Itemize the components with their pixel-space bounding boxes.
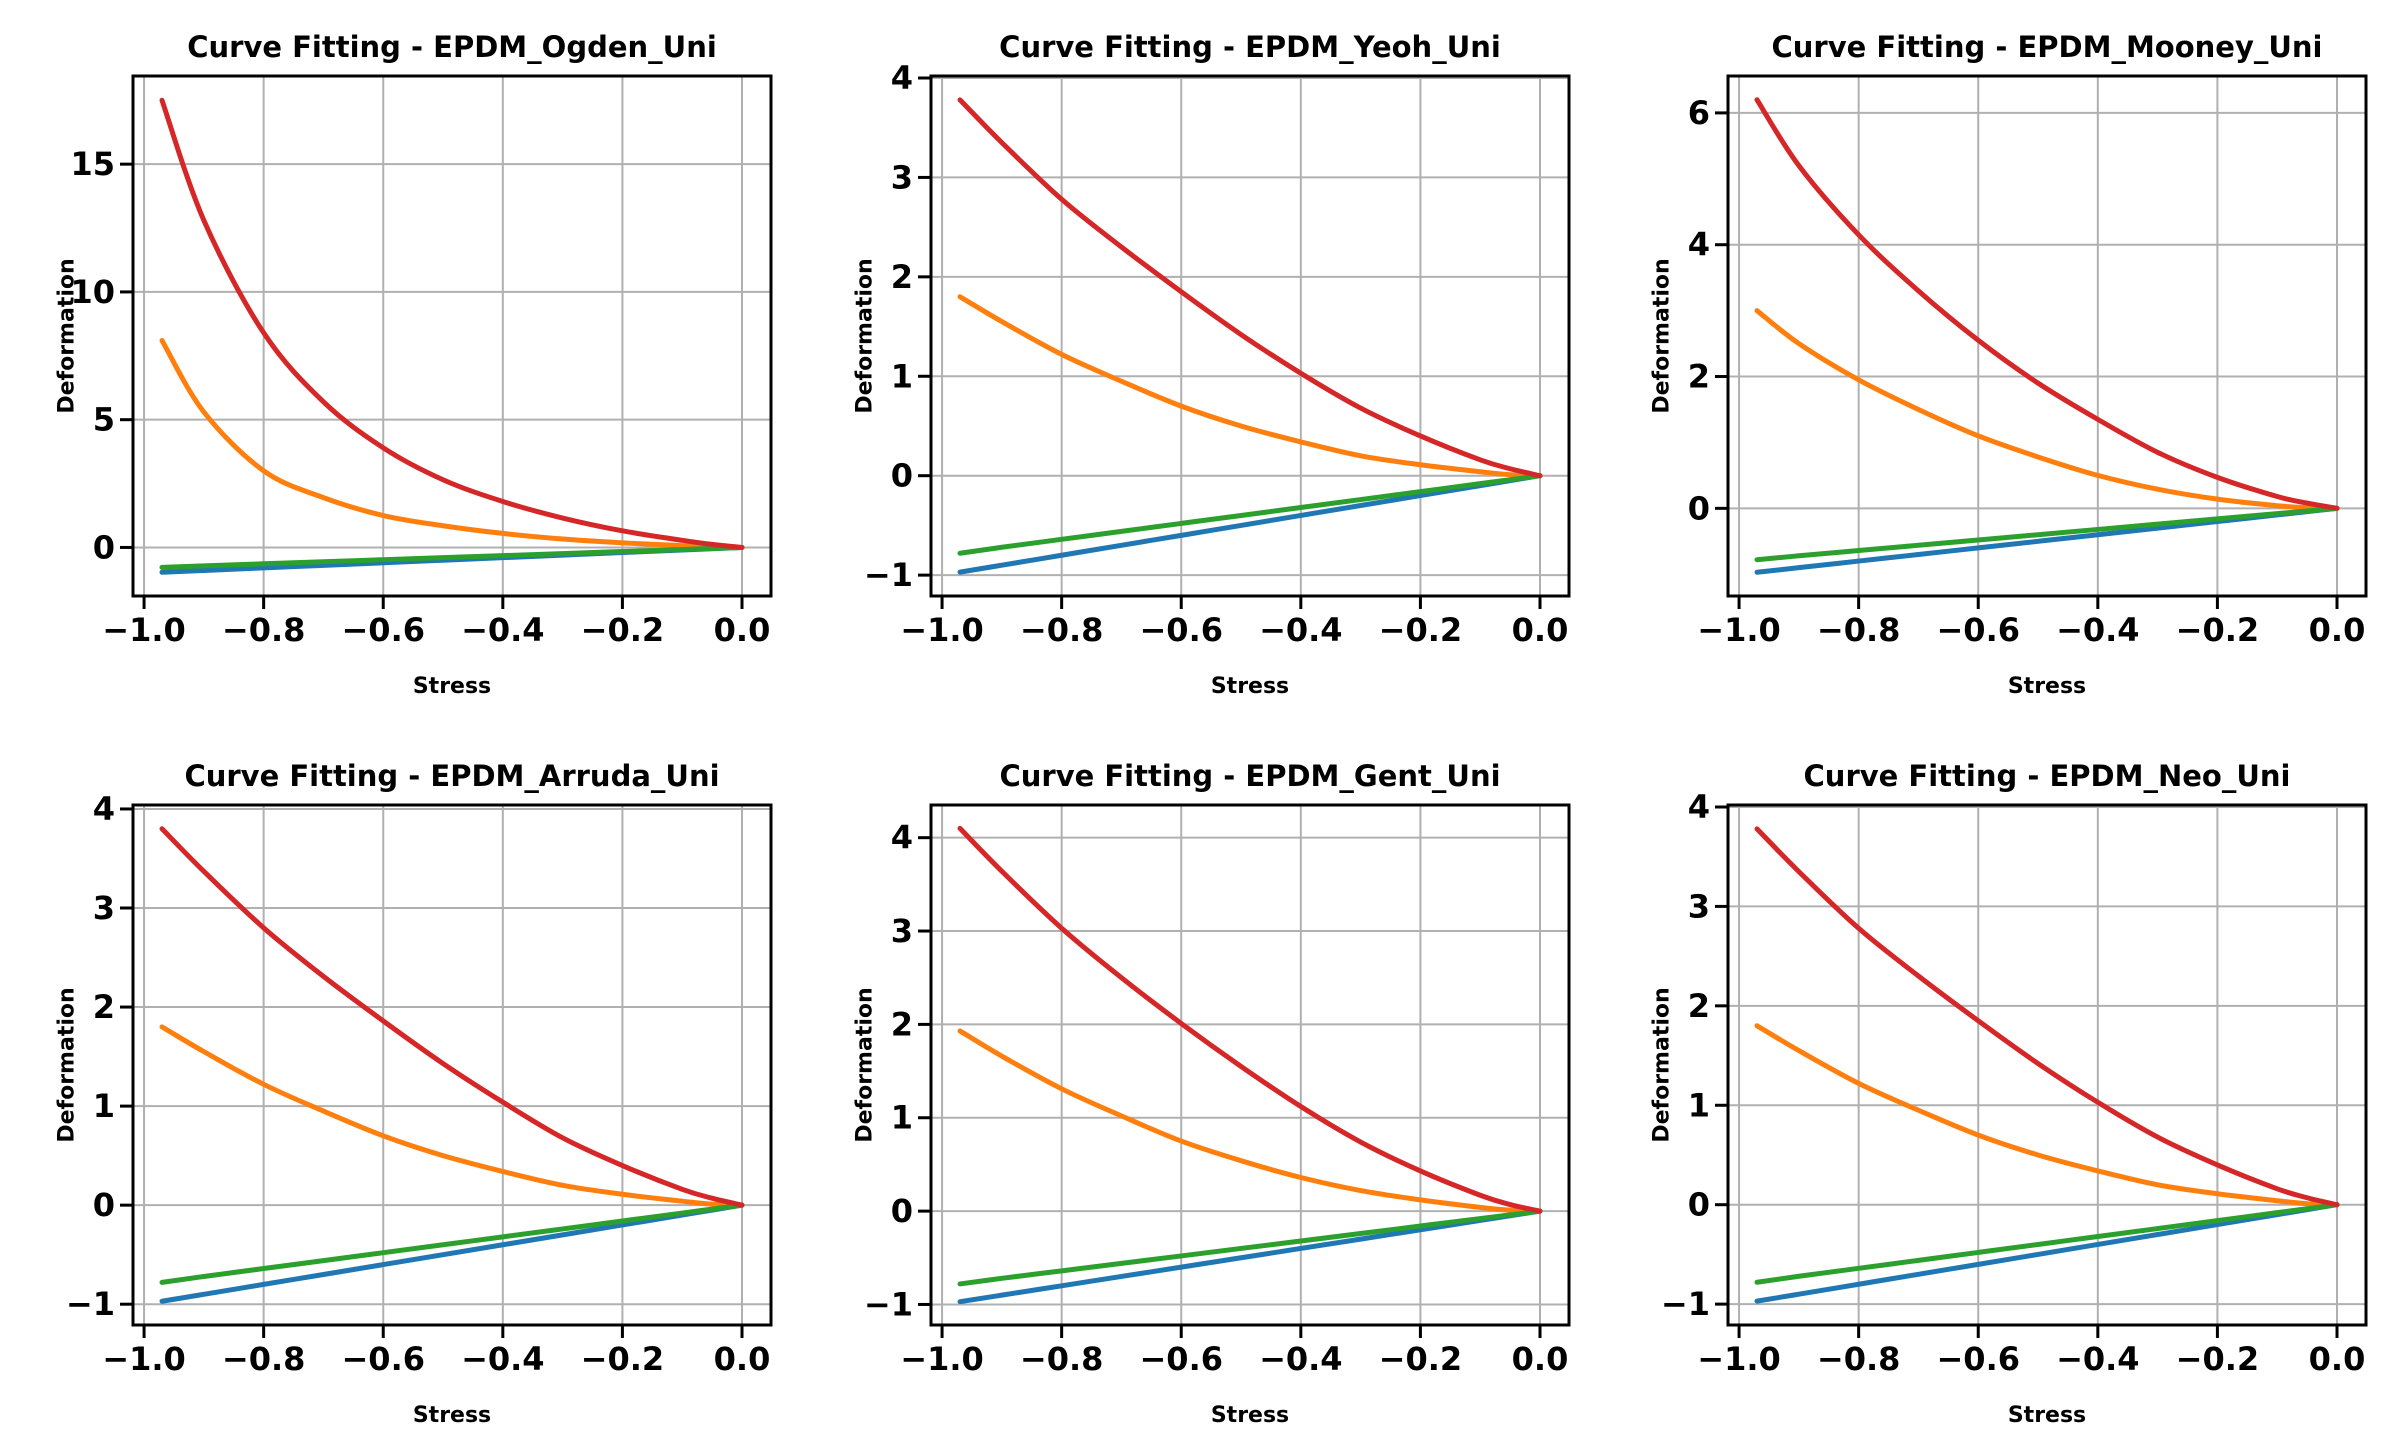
- svg-text:−0.2: −0.2: [1379, 611, 1463, 649]
- plot-area: −1.0 −0.8 −0.6 −0.4 −0.2 0.0 −1 0 1 2 3 4: [1661, 788, 2368, 1378]
- svg-text:1: 1: [891, 357, 913, 395]
- svg-text:1: 1: [1688, 1086, 1710, 1124]
- svg-text:3: 3: [891, 158, 913, 196]
- y-axis-label: Deformation: [54, 987, 80, 1143]
- svg-text:2: 2: [891, 1005, 913, 1043]
- svg-text:0: 0: [1688, 489, 1710, 527]
- svg-text:4: 4: [891, 819, 913, 857]
- svg-text:2: 2: [1688, 987, 1710, 1025]
- svg-text:−0.8: −0.8: [1020, 611, 1103, 649]
- svg-text:3: 3: [93, 889, 115, 927]
- chart-title: Curve Fitting - EPDM_Neo_Uni: [1803, 759, 2291, 793]
- y-axis-label: Deformation: [1649, 258, 1675, 414]
- svg-text:−0.6: −0.6: [341, 611, 425, 649]
- svg-text:0.0: 0.0: [2309, 611, 2366, 649]
- svg-text:2: 2: [93, 988, 115, 1026]
- svg-text:3: 3: [1688, 887, 1710, 925]
- x-axis-label: Stress: [2007, 1403, 2087, 1428]
- x-axis-label: Stress: [2007, 674, 2087, 699]
- svg-text:0: 0: [93, 1186, 115, 1224]
- chart-epdm-mooney-uni: −1.0 −0.8 −0.6 −0.4 −0.2 0.0 0 2 4 6 Curve Fittin…: [1595, 0, 2393, 720]
- svg-text:0.0: 0.0: [2309, 1340, 2366, 1378]
- chart-title: Curve Fitting - EPDM_Gent_Uni: [999, 759, 1501, 793]
- svg-text:−0.2: −0.2: [2176, 611, 2260, 649]
- svg-text:−0.4: −0.4: [461, 1340, 545, 1378]
- svg-text:−1.0: −1.0: [1697, 1340, 1781, 1378]
- svg-text:10: 10: [70, 273, 115, 311]
- svg-text:0.0: 0.0: [714, 1340, 771, 1378]
- svg-text:−0.8: −0.8: [1817, 611, 1901, 649]
- svg-text:0.0: 0.0: [1512, 1340, 1569, 1378]
- svg-text:−1.0: −1.0: [900, 611, 984, 649]
- plot-area: −1.0 −0.8 −0.6 −0.4 −0.2 0.0 0 5 10 15: [70, 74, 773, 649]
- plot-area: −1.0 −0.8 −0.6 −0.4 −0.2 0.0 0 2 4 6: [1688, 74, 2368, 649]
- svg-text:0.0: 0.0: [714, 611, 771, 649]
- svg-text:−0.8: −0.8: [1817, 1340, 1901, 1378]
- svg-text:−0.6: −0.6: [1139, 1340, 1223, 1378]
- svg-text:0.0: 0.0: [1512, 611, 1569, 649]
- x-axis-label: Stress: [1210, 1403, 1290, 1428]
- svg-text:0: 0: [1688, 1186, 1710, 1224]
- svg-text:−0.6: −0.6: [1936, 611, 2020, 649]
- y-axis-label: Deformation: [852, 987, 878, 1143]
- svg-text:1: 1: [891, 1099, 913, 1137]
- chart-title: Curve Fitting - EPDM_Mooney_Uni: [1771, 30, 2323, 64]
- svg-text:−1.0: −1.0: [900, 1340, 984, 1378]
- svg-text:−0.6: −0.6: [341, 1340, 425, 1378]
- svg-text:−1: −1: [1661, 1285, 1710, 1323]
- chart-title: Curve Fitting - EPDM_Ogden_Uni: [187, 30, 717, 64]
- svg-text:4: 4: [891, 59, 913, 97]
- svg-text:−0.2: −0.2: [581, 1340, 665, 1378]
- svg-text:0: 0: [891, 1192, 913, 1230]
- x-axis-label: Stress: [412, 674, 492, 699]
- svg-text:−0.2: −0.2: [2176, 1340, 2260, 1378]
- svg-text:−1: −1: [864, 1285, 913, 1323]
- svg-text:−1.0: −1.0: [102, 611, 186, 649]
- svg-text:−1: −1: [864, 556, 913, 594]
- svg-text:2: 2: [891, 258, 913, 296]
- chart-epdm-yeoh-uni: −1.0 −0.8 −0.6 −0.4 −0.2 0.0 −1 0 1 2 3 4 Curve Fit…: [798, 0, 1596, 720]
- x-axis-label: Stress: [412, 1403, 492, 1428]
- y-axis-label: Deformation: [54, 258, 80, 414]
- svg-text:0: 0: [891, 457, 913, 495]
- chart-epdm-ogden-uni: −1.0 −0.8 −0.6 −0.4 −0.2 0.0 0 5 10 15 Curve Fitt…: [0, 0, 798, 720]
- svg-text:4: 4: [1688, 226, 1710, 264]
- svg-text:−0.4: −0.4: [2056, 1340, 2140, 1378]
- svg-text:−0.4: −0.4: [1259, 611, 1343, 649]
- svg-text:−0.4: −0.4: [1259, 1340, 1343, 1378]
- svg-text:1: 1: [93, 1087, 115, 1125]
- svg-text:−1.0: −1.0: [102, 1340, 186, 1378]
- svg-text:−1.0: −1.0: [1697, 611, 1781, 649]
- y-axis-label: Deformation: [1649, 987, 1675, 1143]
- svg-text:2: 2: [1688, 358, 1710, 396]
- svg-text:3: 3: [891, 912, 913, 950]
- svg-text:15: 15: [70, 145, 115, 183]
- plot-area: −1.0 −0.8 −0.6 −0.4 −0.2 0.0 −1 0 1 2 3 4: [864, 803, 1571, 1378]
- svg-text:−0.8: −0.8: [1020, 1340, 1103, 1378]
- svg-text:−0.2: −0.2: [1379, 1340, 1463, 1378]
- plot-area: −1.0 −0.8 −0.6 −0.4 −0.2 0.0 −1 0 1 2 3 4: [864, 59, 1571, 649]
- svg-text:−0.4: −0.4: [2056, 611, 2140, 649]
- svg-text:−0.6: −0.6: [1936, 1340, 2020, 1378]
- svg-text:−0.8: −0.8: [222, 1340, 306, 1378]
- chart-epdm-arruda-uni: −1.0 −0.8 −0.6 −0.4 −0.2 0.0 −1 0 1 2 3 4 Curve Fit…: [0, 720, 798, 1440]
- svg-text:6: 6: [1688, 94, 1710, 132]
- svg-text:4: 4: [1688, 788, 1710, 826]
- svg-text:−0.2: −0.2: [581, 611, 665, 649]
- chart-epdm-neo-uni: −1.0 −0.8 −0.6 −0.4 −0.2 0.0 −1 0 1 2 3 4 Curve Fit…: [1595, 720, 2393, 1440]
- svg-text:5: 5: [93, 401, 115, 439]
- svg-text:0: 0: [93, 528, 115, 566]
- svg-text:−1: −1: [66, 1285, 115, 1323]
- svg-text:−0.6: −0.6: [1139, 611, 1223, 649]
- y-axis-label: Deformation: [852, 258, 878, 414]
- chart-title: Curve Fitting - EPDM_Arruda_Uni: [184, 759, 720, 793]
- svg-text:−0.8: −0.8: [222, 611, 306, 649]
- chart-title: Curve Fitting - EPDM_Yeoh_Uni: [999, 30, 1501, 64]
- svg-text:−0.4: −0.4: [461, 611, 545, 649]
- plot-area: −1.0 −0.8 −0.6 −0.4 −0.2 0.0 −1 0 1 2 3 4: [66, 790, 773, 1378]
- chart-epdm-gent-uni: −1.0 −0.8 −0.6 −0.4 −0.2 0.0 −1 0 1 2 3 4 Curve Fit…: [798, 720, 1596, 1440]
- svg-text:4: 4: [93, 790, 115, 828]
- x-axis-label: Stress: [1210, 674, 1290, 699]
